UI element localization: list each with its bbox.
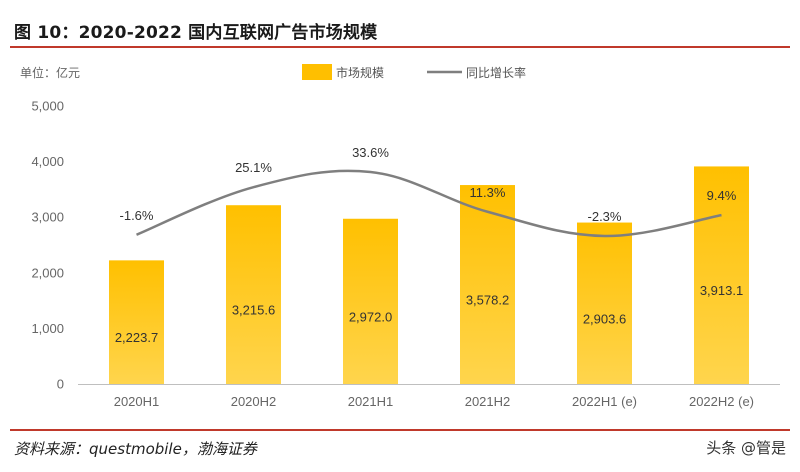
x-tick-label: 2020H1 <box>114 394 160 409</box>
bar-value-label: 3,215.6 <box>232 303 275 318</box>
y-tick-label: 5,000 <box>31 99 64 114</box>
bar-value-label: 2,903.6 <box>583 311 626 326</box>
growth-rate-label: 11.3% <box>470 185 506 200</box>
brand-watermark: 头条 @管是 <box>706 439 786 457</box>
growth-rate-label: 25.1% <box>235 160 272 175</box>
y-tick-label: 1,000 <box>31 321 64 336</box>
title-divider <box>10 46 790 48</box>
y-tick-label: 4,000 <box>31 154 64 169</box>
growth-rate-label: 33.6% <box>352 145 389 160</box>
x-tick-label: 2020H2 <box>231 394 277 409</box>
bar-value-label: 2,223.7 <box>115 330 158 345</box>
y-tick-label: 0 <box>57 377 64 392</box>
x-tick-label: 2022H2 (e) <box>689 394 754 409</box>
growth-rate-label: -2.3% <box>588 209 622 224</box>
bar-2021h2 <box>460 185 515 384</box>
y-tick-label: 2,000 <box>31 265 64 280</box>
figure-title: 图 10：2020-2022 国内互联网广告市场规模 <box>14 23 378 43</box>
bar-2021h1 <box>343 218 398 384</box>
bar-value-label: 3,578.2 <box>466 293 509 308</box>
footer-divider <box>10 429 790 431</box>
unit-label: 单位：亿元 <box>20 65 80 80</box>
legend-swatch-bar <box>302 64 332 80</box>
bar-2020h1 <box>109 260 164 384</box>
bar-value-label: 3,913.1 <box>700 283 743 298</box>
legend-label-bar: 市场规模 <box>336 65 384 80</box>
growth-rate-label: 9.4% <box>707 188 737 203</box>
bar-2020h2 <box>226 205 281 384</box>
market-size-chart: 单位：亿元 0 1,000 2,000 3,000 4,000 5,000 2020H1 202… <box>20 64 780 409</box>
legend-label-line: 同比增长率 <box>466 65 526 80</box>
growth-rate-label: -1.6% <box>120 208 154 223</box>
x-tick-label: 2021H1 <box>348 394 394 409</box>
x-tick-label: 2021H2 <box>465 394 511 409</box>
x-tick-label: 2022H1 (e) <box>572 394 637 409</box>
growth-rate-line <box>136 169 722 238</box>
bar-2022h1-e <box>577 222 632 384</box>
bar-2022h2-e <box>694 166 749 384</box>
y-tick-label: 3,000 <box>31 210 64 225</box>
source-note: 资料来源：questmobile，渤海证券 <box>14 440 257 458</box>
bar-value-label: 2,972.0 <box>349 309 392 324</box>
